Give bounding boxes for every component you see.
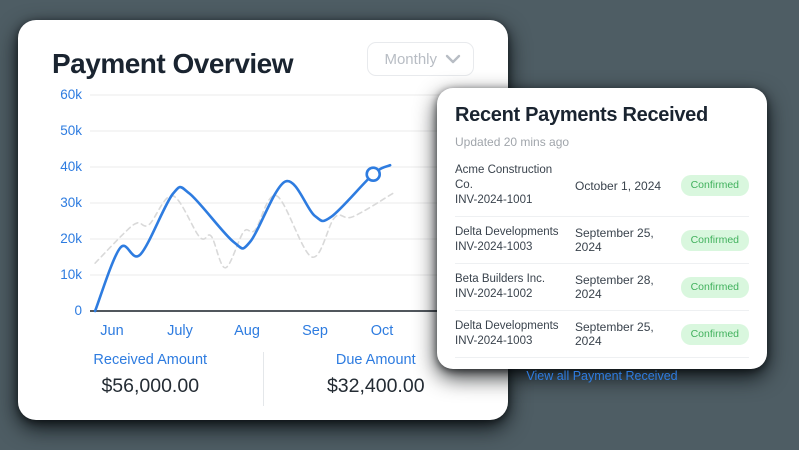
recent-payments-card: Recent Payments Received Updated 20 mins… [437, 88, 767, 383]
x-tick-label: Sep [302, 323, 328, 339]
company-name: Delta Developments [455, 226, 559, 238]
payment-date: September 25, 2024 [575, 320, 654, 348]
invoice-number: INV-2024-1003 [455, 335, 533, 347]
company-name: Acme Construction Co. [455, 164, 553, 191]
due-amount-stat: Due Amount $32,400.00 [264, 350, 489, 408]
payment-row: Acme Construction Co. INV-2024-1001 Octo… [455, 155, 749, 216]
payment-date: September 28, 2024 [575, 273, 654, 301]
chevron-down-icon [445, 54, 461, 64]
x-tick-label: Aug [234, 323, 260, 339]
company-name: Delta Developments [455, 320, 559, 332]
due-amount-label: Due Amount [335, 352, 416, 368]
payer-info: Beta Builders Inc. INV-2024-1002 [455, 272, 573, 302]
page-title: Payment Overview [52, 48, 294, 79]
y-tick-label: 60k [60, 87, 82, 102]
period-dropdown-value: Monthly [384, 50, 437, 68]
payment-date: October 1, 2024 [575, 178, 662, 193]
invoice-number: INV-2024-1003 [455, 241, 533, 253]
y-tick-label: 50k [60, 123, 82, 138]
y-tick-label: 0 [74, 303, 82, 318]
x-tick-label: Jun [100, 323, 124, 339]
status-badge: Confirmed [680, 276, 749, 298]
status-badge: Confirmed [680, 229, 749, 251]
recent-payments-title: Recent Payments Received [455, 104, 708, 126]
y-tick-label: 30k [60, 195, 82, 210]
company-name: Beta Builders Inc. [455, 273, 546, 285]
invoice-number: INV-2024-1001 [455, 194, 533, 206]
stats-divider [262, 352, 264, 406]
payment-date: September 25, 2024 [575, 226, 654, 254]
payment-overview-card: Payment Overview Monthly 60k 50k 40k 30k… [18, 20, 508, 420]
received-amount-stat: Received Amount $56,000.00 [38, 350, 263, 408]
due-amount-value: $32,400.00 [326, 375, 425, 397]
payer-info: Acme Construction Co. INV-2024-1001 [455, 163, 573, 208]
y-tick-label: 40k [60, 159, 82, 174]
payment-row: Delta Developments INV-2024-1003 Septemb… [455, 216, 749, 263]
payer-info: Delta Developments INV-2024-1003 [455, 319, 573, 349]
y-tick-label: 10k [60, 267, 82, 282]
view-all-container: View all Payment Received [455, 357, 749, 385]
summary-stats: Received Amount $56,000.00 Due Amount $3… [38, 350, 488, 408]
comparison-line [94, 191, 396, 269]
x-tick-label: Oct [370, 323, 394, 339]
invoice-number: INV-2024-1002 [455, 288, 533, 300]
received-amount-label: Received Amount [93, 352, 208, 368]
data-point-marker [365, 166, 382, 182]
view-all-link[interactable]: View all Payment Received [526, 369, 678, 383]
payments-list: Acme Construction Co. INV-2024-1001 Octo… [455, 155, 749, 357]
received-amount-value: $56,000.00 [101, 375, 200, 397]
payment-row: Beta Builders Inc. INV-2024-1002 Septemb… [455, 263, 749, 310]
status-badge: Confirmed [680, 175, 749, 196]
payer-info: Delta Developments INV-2024-1003 [455, 225, 573, 255]
updated-timestamp: Updated 20 mins ago [455, 135, 570, 149]
x-tick-label: July [167, 323, 193, 339]
received-line [93, 163, 392, 313]
period-dropdown[interactable]: Monthly [367, 42, 474, 76]
y-tick-label: 20k [60, 231, 82, 246]
payment-row: Delta Developments INV-2024-1003 Septemb… [455, 310, 749, 357]
status-badge: Confirmed [680, 323, 749, 345]
